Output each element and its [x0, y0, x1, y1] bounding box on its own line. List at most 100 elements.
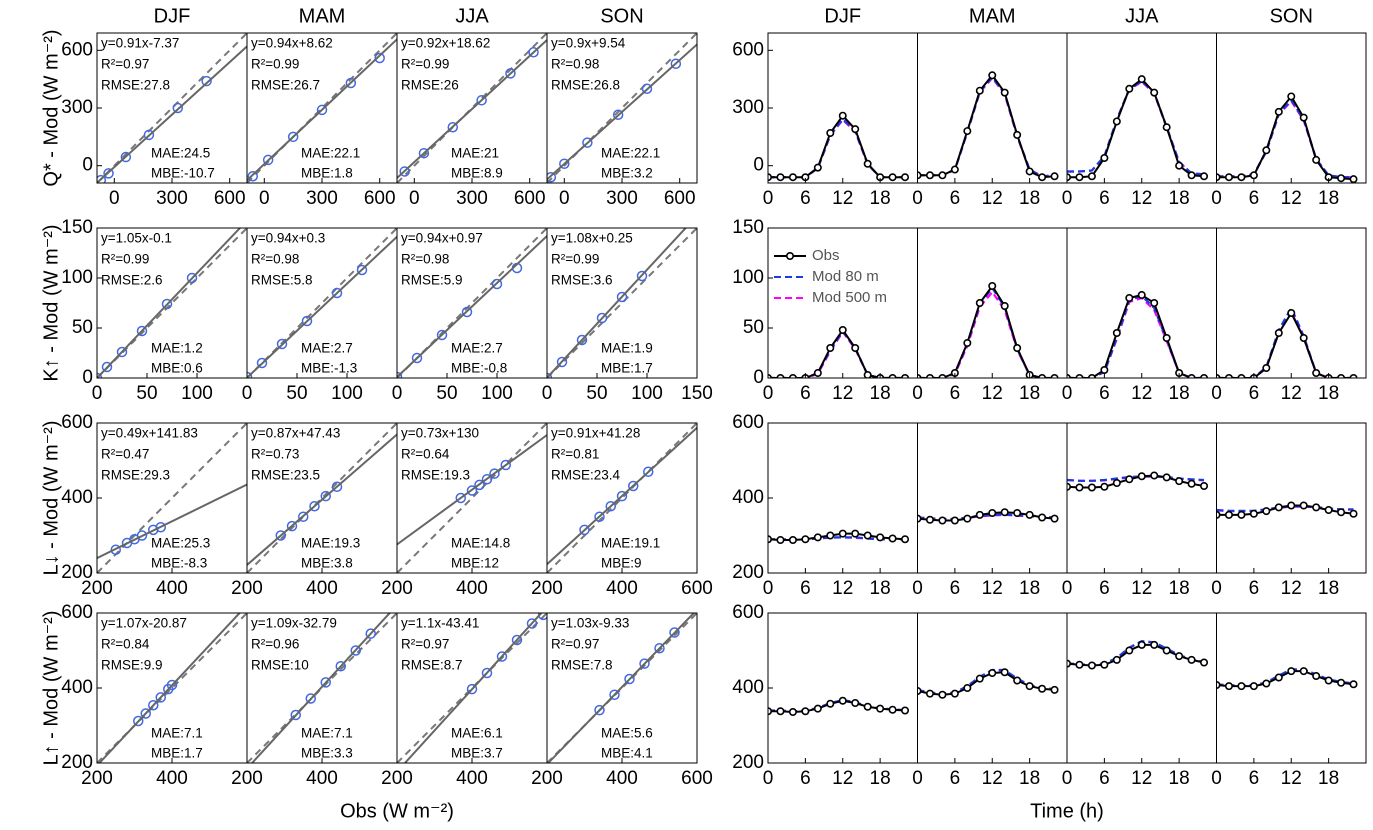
stat-label: R²=0.47 — [101, 447, 149, 462]
x-tick-label: 18 — [870, 383, 891, 404]
x-tick-label: 0 — [1211, 578, 1222, 599]
obs-marker — [975, 298, 984, 307]
x-tick-label: 12 — [832, 578, 853, 599]
obs-marker — [925, 171, 934, 180]
obs-marker — [1237, 173, 1246, 182]
stat-label: MBE:-0.8 — [451, 361, 507, 376]
y-tick-label: 100 — [61, 267, 93, 288]
obs-marker — [1050, 514, 1059, 523]
x-tick-label: 0 — [912, 768, 923, 789]
panel-frame — [767, 612, 918, 764]
series-line — [917, 286, 1055, 378]
stat-label: R²=0.99 — [401, 57, 449, 72]
obs-marker — [1075, 660, 1084, 669]
panel — [917, 281, 1059, 378]
stat-label: MBE:12 — [451, 556, 499, 571]
panel — [97, 33, 247, 183]
x-tick-label: 0 — [1062, 188, 1073, 209]
x-tick-label: 12 — [832, 383, 853, 404]
obs-marker — [1125, 84, 1134, 93]
panel — [768, 529, 910, 544]
obs-marker — [1175, 161, 1184, 170]
obs-marker — [1299, 667, 1308, 676]
y-tick-label: 0 — [82, 367, 93, 388]
series-line — [1067, 296, 1204, 378]
obs-marker — [1137, 472, 1146, 481]
obs-marker — [801, 707, 810, 716]
x-tick-label: 300 — [306, 188, 338, 209]
scatter-point — [609, 689, 620, 700]
obs-marker — [1162, 123, 1171, 132]
obs-marker — [1100, 365, 1109, 374]
legend-label: Obs — [812, 247, 840, 264]
x-tick-label: 18 — [1318, 383, 1339, 404]
obs-marker — [1237, 682, 1246, 691]
obs-marker — [788, 707, 797, 716]
stat-label: RMSE:2.6 — [101, 273, 163, 288]
scatter-point — [301, 315, 313, 327]
x-tick-label: 0 — [559, 188, 570, 209]
x-tick-label: 18 — [1318, 578, 1339, 599]
series-line — [1067, 294, 1204, 378]
panel — [547, 228, 697, 378]
x-tick-label: 50 — [586, 383, 607, 404]
scatter-point — [116, 346, 128, 358]
obs-marker — [1274, 673, 1283, 682]
panel — [247, 228, 397, 378]
obs-marker — [813, 163, 822, 172]
legend-label: Mod 80 m — [812, 268, 879, 285]
x-tick-label: 0 — [912, 578, 923, 599]
panel — [547, 33, 697, 183]
panel-frame — [1066, 32, 1217, 184]
obs-marker — [975, 674, 984, 683]
panel-frame — [1216, 32, 1367, 184]
scatter-point — [418, 147, 430, 159]
x-tick-label: 18 — [1318, 188, 1339, 209]
x-tick-label: 6 — [950, 578, 961, 599]
x-tick-label: 12 — [982, 383, 1003, 404]
x-tick-label: 300 — [606, 188, 638, 209]
stat-label: R²=0.64 — [401, 447, 450, 462]
scatter-point — [496, 651, 508, 662]
scatter-point — [140, 708, 151, 719]
x-tick-label: 12 — [1131, 383, 1152, 404]
obs-marker — [1187, 171, 1196, 180]
obs-marker — [1349, 175, 1358, 183]
x-tick-label: 300 — [456, 188, 488, 209]
fit-line — [397, 39, 547, 179]
panel — [247, 613, 397, 763]
y-axis-label: Q* - Mod (W m⁻²) — [40, 29, 62, 186]
y-tick-label: 150 — [732, 217, 764, 238]
series-line — [917, 671, 1055, 696]
stat-label: MBE:1.8 — [301, 166, 353, 181]
obs-marker — [1162, 333, 1171, 342]
stat-label: R²=0.99 — [101, 252, 149, 267]
fit-line — [247, 235, 397, 378]
x-tick-label: 400 — [456, 768, 488, 789]
series-line — [1067, 640, 1205, 666]
obs-marker — [826, 531, 835, 540]
obs-marker — [1150, 88, 1159, 97]
season-title: DJF — [824, 5, 861, 27]
obs-marker — [776, 707, 785, 716]
x-tick-label: 100 — [181, 383, 213, 404]
obs-marker — [1312, 671, 1321, 680]
obs-marker — [1025, 167, 1034, 176]
scatter-point — [103, 168, 114, 179]
series-line — [1216, 670, 1354, 688]
obs-marker — [863, 371, 872, 378]
y-tick-label: 0 — [82, 155, 93, 176]
obs-marker — [851, 529, 860, 538]
x-tick-label: 12 — [832, 768, 853, 789]
obs-marker — [1000, 88, 1009, 97]
x-tick-label: 18 — [1169, 188, 1190, 209]
obs-marker — [826, 129, 835, 138]
x-axis-label: Obs (W m⁻²) — [340, 800, 454, 822]
fit-line — [247, 433, 397, 566]
scatter-point — [547, 171, 557, 183]
obs-marker — [1312, 155, 1321, 164]
stat-label: y=0.94x+8.62 — [251, 36, 333, 51]
stat-label: R²=0.97 — [551, 637, 599, 652]
scatter-point — [335, 661, 346, 672]
panel — [547, 613, 697, 763]
